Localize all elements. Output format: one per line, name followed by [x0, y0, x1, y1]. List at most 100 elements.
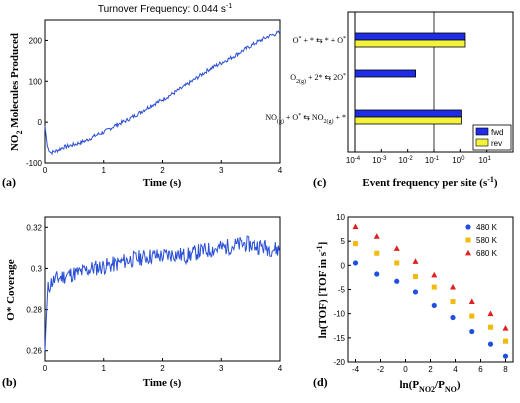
point-480K: [487, 341, 494, 347]
point-680K: [431, 271, 438, 278]
point-580K: [469, 313, 475, 319]
point-580K: [353, 241, 358, 247]
x-tick-label: 0: [43, 166, 48, 175]
y-tick-label: 100: [29, 77, 43, 86]
x-tick-label: 10-1: [425, 156, 440, 165]
panel-d-legend: 480 K 580 K 680 K: [465, 223, 498, 258]
y-tick-label: 0.28: [26, 306, 42, 315]
x-tick-label: -4: [352, 365, 360, 374]
point-680K: [468, 298, 475, 304]
panel-b-ticks: 0 1 2 3 4 0.26 0.28 0.3 0.32: [26, 223, 282, 373]
x-tick-label: 2: [160, 166, 165, 175]
y-tick-label: -5: [338, 286, 346, 295]
point-680K: [487, 310, 494, 317]
point-480K: [352, 260, 359, 266]
panel-b-label: (b): [2, 375, 17, 389]
x-tick-label: 4: [278, 364, 283, 373]
panel-a-xlabel: Time (s): [143, 177, 182, 189]
point-580K: [413, 273, 418, 279]
point-580K: [431, 284, 437, 290]
legend-swatch: [475, 138, 489, 147]
point-680K: [352, 223, 359, 230]
x-tick-label: 10-2: [399, 156, 414, 165]
x-tick-label: 101: [479, 156, 492, 165]
bar-rev: [354, 116, 462, 125]
x-tick-label: 1: [102, 166, 107, 175]
panel-c: 10-4 10-3 10-2 10-1 100 101 O* + * ⇆ * + O* O2…: [265, 11, 514, 189]
panel-b: 0 1 2 3 4 0.26 0.28 0.3 0.32 Time (s) O* Coverag…: [2, 216, 283, 389]
panel-d-xlabel: ln(PNO2/PNO): [399, 379, 460, 394]
point-480K: [412, 289, 419, 295]
panel-a: Turnover Frequency: 0.044 s-1 0 1 2 3 4-1000…: [2, 3, 283, 189]
y-tick-label: -100: [26, 159, 43, 168]
x-tick-label: 8: [503, 365, 508, 374]
panel-b-ylabel: O* Coverage: [5, 259, 17, 321]
panel-a-ylabel: NO2 Molecules Produced: [9, 33, 24, 151]
x-tick-label: 2: [428, 365, 433, 374]
x-tick-label: -2: [377, 365, 385, 374]
x-tick-label: 6: [478, 365, 483, 374]
panel-d-ylabel: ln(TOF) [TOF in s-1]: [315, 242, 329, 339]
x-tick-label: 10-3: [372, 156, 387, 165]
point-580K: [450, 299, 456, 305]
point-480K: [469, 328, 475, 335]
panel-c-label: (c): [313, 175, 326, 189]
bar-fwd: [354, 32, 466, 41]
point-580K: [488, 324, 493, 330]
point-480K: [431, 302, 437, 309]
x-tick-label: 0: [43, 364, 48, 373]
category-label: O2(g) + 2* ⇆ 2O*: [290, 73, 346, 85]
y-tick-label: 10: [336, 213, 345, 222]
legend-label: rev: [491, 139, 502, 148]
y-tick-label: 0.3: [31, 264, 43, 273]
legend-label: 680 K: [476, 249, 498, 258]
legend-marker: [465, 237, 471, 243]
legend-label: 480 K: [476, 223, 498, 232]
category-label: NO(g) + O* ⇆ NO2(g) + *: [265, 113, 346, 125]
point-680K: [393, 245, 400, 251]
y-tick-label: 0.26: [26, 347, 42, 356]
point-680K: [412, 258, 419, 264]
point-580K: [374, 250, 380, 256]
legend-label: fwd: [491, 128, 503, 137]
point-580K: [394, 260, 400, 266]
point-480K: [450, 314, 456, 321]
point-680K: [373, 233, 380, 239]
y-tick-label: -20: [333, 358, 345, 367]
x-tick-label: 4: [278, 166, 283, 175]
legend-label: 580 K: [476, 236, 498, 245]
panel-d-label: (d): [313, 375, 328, 389]
panel-d-points: [352, 223, 509, 359]
x-tick-label: 100: [452, 156, 465, 165]
panel-c-xlabel: Event frequency per site (s-1): [362, 175, 498, 189]
bar-fwd: [354, 69, 416, 78]
y-tick-label: -10: [333, 310, 345, 319]
legend-marker: [465, 249, 471, 256]
y-tick-label: 0: [341, 261, 346, 270]
y-tick-label: 5: [341, 237, 346, 246]
legend-marker: [465, 224, 471, 230]
point-680K: [502, 324, 509, 331]
bar-rev: [354, 39, 466, 48]
category-label: O* + * ⇆ * + O*: [293, 36, 346, 45]
x-tick-label: 10-4: [346, 156, 361, 165]
y-tick-label: 200: [29, 36, 43, 45]
x-tick-label: 0: [403, 365, 408, 374]
panel-c-legend: fwd rev: [472, 124, 512, 151]
x-tick-label: 1: [102, 364, 107, 373]
x-tick-label: 2: [160, 364, 165, 373]
x-tick-label: 3: [219, 166, 224, 175]
panel-a-title: Turnover Frequency: 0.044 s-1: [98, 3, 232, 15]
panel-c-frame: [347, 11, 514, 153]
panel-b-xlabel: Time (s): [143, 377, 182, 389]
point-480K: [502, 353, 509, 359]
point-480K: [374, 271, 380, 277]
point-580K: [503, 338, 508, 344]
point-680K: [450, 283, 456, 290]
x-tick-label: 3: [219, 364, 224, 373]
